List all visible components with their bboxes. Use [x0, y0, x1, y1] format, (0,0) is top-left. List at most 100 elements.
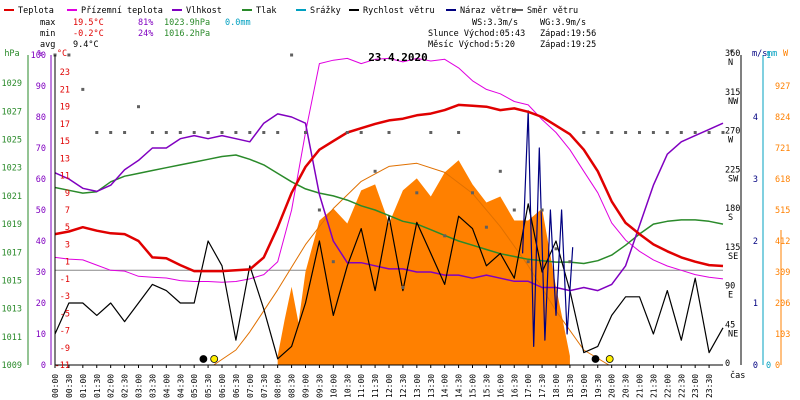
x-tick-label: 16:30 — [510, 374, 519, 398]
x-tick-label: 16:00 — [496, 374, 505, 398]
wind-direction-point — [638, 131, 641, 134]
x-tick-label: 01:00 — [79, 374, 88, 398]
dir-tick-label: 270 — [725, 127, 740, 137]
x-tick-label: 06:00 — [218, 374, 227, 398]
x-tick-label: 00:00 — [51, 374, 60, 398]
series-lines — [53, 53, 725, 366]
info-block: WS:3.3m/s WG:3.9m/s Slunce Východ:05:43 … — [428, 18, 596, 50]
temp-tick-label: -3 — [60, 292, 70, 302]
pct-tick-label: 50 — [36, 206, 46, 216]
x-tick-label: 08:30 — [288, 374, 297, 398]
wind-direction-point — [401, 286, 405, 289]
hpa-tick-label: 1011 — [2, 333, 22, 343]
x-tick-label: 04:30 — [176, 374, 185, 398]
wind-direction-point — [150, 131, 154, 134]
wind-direction-point — [331, 260, 335, 264]
x-tick-label: 22:30 — [677, 374, 686, 398]
stat-max-temp: 19.5°C — [73, 18, 104, 28]
x-tick-label: 04:00 — [162, 374, 171, 398]
info-sun-set: Západ:19:56 — [540, 29, 596, 39]
stat-max-rain: 0.0mm — [225, 18, 251, 28]
wm2-tick-label: 721 — [775, 144, 790, 154]
wind-direction-point — [512, 208, 516, 212]
ms-tick-label: 0 — [753, 361, 758, 371]
x-tick-label: 13:00 — [413, 374, 422, 398]
temp-tick-label: 7 — [65, 206, 70, 216]
hpa-tick-label: 1027 — [2, 107, 22, 117]
wind-direction-point — [220, 131, 224, 134]
pct-tick-label: 100 — [31, 51, 46, 61]
temp-tick-label: 3 — [65, 240, 70, 250]
dir-tick-label: 360 — [725, 49, 740, 59]
x-tick-label: 17:30 — [538, 374, 547, 398]
wind-direction-point — [290, 53, 294, 57]
wind-direction-point — [345, 131, 349, 134]
temp-tick-label: 13 — [60, 154, 70, 164]
wm2-tick-label: 309 — [775, 268, 790, 278]
mm-axis-title: mm — [767, 49, 777, 59]
x-tick-label: 18:30 — [566, 374, 575, 398]
x-tick-label: 08:00 — [274, 374, 283, 398]
x-tick-label: 01:30 — [93, 374, 102, 398]
legend-item: Teplota — [4, 6, 54, 16]
temp-tick-label: 5 — [65, 223, 70, 233]
series-wind-speed — [54, 203, 724, 360]
legend-label: Náraz větru — [460, 6, 516, 16]
wm2-axis-title: W — [783, 49, 789, 59]
x-tick-label: 13:30 — [427, 374, 436, 398]
legend-label: Teplota — [18, 6, 54, 16]
wind-direction-point — [178, 131, 182, 134]
series-temperature — [54, 103, 724, 273]
wind-direction-point — [721, 131, 725, 134]
legend: Teplota Přízemní teplota Vlhkost Tlak Srážky… — [4, 6, 578, 16]
dir-axis-title: ° — [729, 49, 734, 59]
marker-moonrise — [199, 355, 208, 363]
temp-tick-label: -5 — [60, 309, 70, 319]
wind-direction-point — [248, 131, 252, 134]
dir-tick-label: 45 — [725, 320, 735, 330]
wind-direction-point — [206, 131, 210, 134]
dir-tick-label: 315 — [725, 88, 740, 98]
legend-item: Tlak — [242, 6, 276, 16]
radiation-area — [277, 160, 570, 365]
info-moon-set: Západ:19:25 — [540, 40, 596, 50]
temp-tick-label: 21 — [60, 85, 70, 95]
stats-block: max 19.5°C 81% 1023.9hPa 0.0mm min -0.2°… — [40, 18, 251, 50]
x-tick-label: 14:30 — [455, 374, 464, 398]
stat-max-hum: 81% — [138, 18, 153, 28]
wind-direction-point — [234, 131, 238, 134]
x-tick-label: 00:30 — [65, 374, 74, 398]
wm2-tick-label: 0 — [775, 361, 780, 371]
stat-min-hum: 24% — [138, 29, 153, 39]
pct-tick-label: 90 — [36, 82, 46, 92]
x-tick-label: 07:00 — [246, 374, 255, 398]
ms-tick-label: 4 — [753, 113, 758, 123]
wind-direction-point — [679, 131, 683, 134]
pct-tick-label: 80 — [36, 113, 46, 123]
x-tick-label: 02:30 — [121, 374, 130, 398]
wm2-tick-label: 824 — [775, 113, 790, 123]
stat-avg-temp: 9.4°C — [73, 40, 99, 50]
x-tick-label: 05:00 — [190, 374, 199, 398]
pct-axis-title: % — [37, 49, 42, 59]
hpa-tick-label: 1009 — [2, 361, 22, 371]
x-tick-label: 11:30 — [371, 374, 380, 398]
hpa-tick-label: 1023 — [2, 164, 22, 174]
wind-direction-point — [498, 169, 502, 173]
wind-direction-point — [554, 247, 558, 251]
wind-direction-point — [484, 225, 488, 229]
temp-tick-label: 23 — [60, 68, 70, 78]
ms-tick-label: 1 — [753, 299, 758, 309]
pct-tick-label: 10 — [36, 330, 46, 340]
ms-tick-label: 2 — [753, 237, 758, 247]
legend-item: Směr větru — [513, 6, 578, 16]
wind-direction-point — [164, 131, 168, 134]
wind-direction-point — [387, 131, 391, 134]
x-tick-label: 11:00 — [357, 374, 366, 398]
wm2-tick-label: 618 — [775, 175, 790, 185]
legend-item: Srážky — [296, 6, 341, 16]
wind-direction-point — [67, 53, 71, 57]
x-tick-label: 09:30 — [315, 374, 324, 398]
wm2-tick-label: 103 — [775, 330, 790, 340]
stat-max-press: 1023.9hPa — [164, 18, 210, 28]
